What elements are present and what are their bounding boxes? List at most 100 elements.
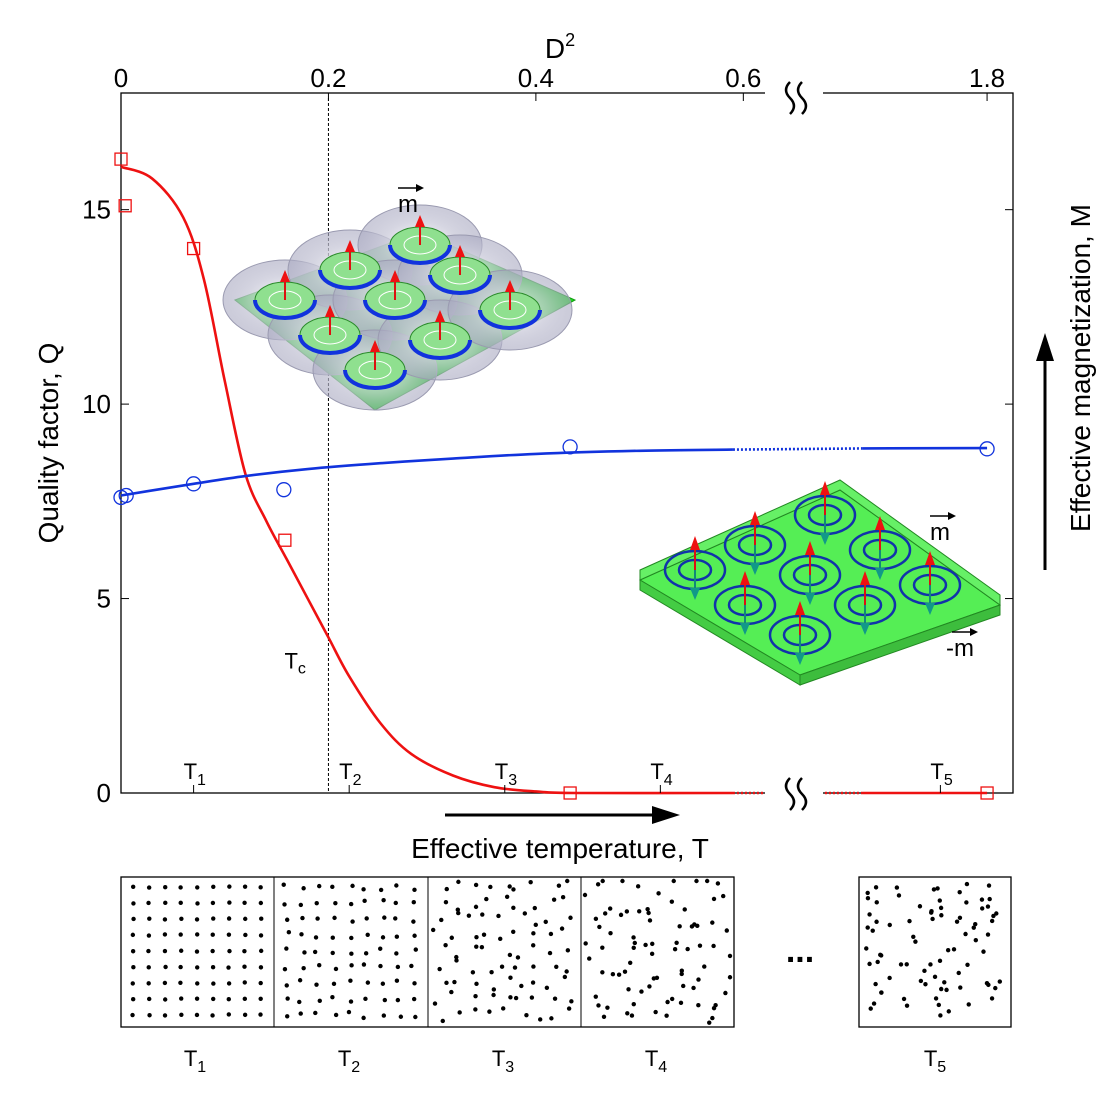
vortex-down-head: [805, 593, 815, 605]
snapshot-particle: [966, 1002, 971, 1007]
x-axis-title: Effective temperature, T: [411, 833, 709, 864]
snapshot-particle: [162, 980, 168, 986]
snapshot-particle: [480, 912, 485, 917]
snapshot-particle: [258, 965, 264, 970]
vortex-down-head: [740, 623, 750, 635]
snapshot-particle: [917, 904, 923, 909]
top-tick-label: 0.4: [518, 63, 554, 93]
right-axis-title: Effective magnetization, M: [1065, 204, 1096, 532]
snapshot-particle: [147, 1013, 152, 1018]
snapshot-particle: [727, 975, 733, 980]
snapshot-particle: [346, 1009, 352, 1015]
snapshot-particle: [704, 878, 710, 884]
snapshot-particle: [393, 900, 398, 906]
snapshot-particle: [875, 959, 880, 965]
snapshot-particle: [524, 1012, 529, 1018]
snapshot-particle: [284, 946, 289, 951]
snapshot-particle: [243, 932, 248, 938]
snapshot-particle: [179, 916, 184, 921]
snapshot-particle: [146, 885, 152, 890]
snapshot-particle: [470, 970, 476, 975]
snapshot-particle: [874, 919, 879, 924]
snapshot-particle: [298, 902, 304, 908]
snapshot-particle: [911, 934, 916, 939]
snapshot-particle: [430, 927, 436, 933]
snapshot-particle: [653, 1009, 658, 1015]
inset-ring-arc: [428, 274, 492, 295]
snapshot-label-t1: T1: [184, 1046, 206, 1076]
snapshot-particle: [443, 899, 449, 905]
snapshot-particle: [937, 898, 942, 903]
series-1-point: [276, 482, 292, 498]
inset-top-vector-arrow: [398, 184, 424, 192]
snapshot-particle: [491, 987, 497, 992]
snapshot-particle: [865, 925, 870, 930]
snapshot-particle: [957, 889, 962, 895]
snapshot-particle: [210, 948, 215, 954]
snapshot-particle: [130, 981, 135, 986]
snapshot-particle: [928, 962, 933, 967]
snapshot-particle: [727, 953, 733, 959]
snapshot-particle: [647, 984, 652, 989]
snapshot-particle: [439, 917, 444, 923]
snapshot-particle: [487, 1009, 492, 1014]
snapshot-particle: [330, 950, 335, 956]
snapshot-particle: [997, 979, 1003, 984]
snapshot-particle: [697, 943, 703, 948]
snapshot-particle: [333, 966, 339, 972]
snapshot-particle: [350, 919, 355, 924]
snapshot-particle: [178, 980, 183, 985]
snapshot-particle: [593, 994, 598, 999]
snapshot-particle: [378, 946, 383, 951]
vortex-up-head: [820, 481, 830, 495]
inset-bottom-vector-down-arrow: [952, 628, 978, 636]
snapshot-particle: [332, 915, 337, 921]
series-0-point: [980, 786, 994, 800]
snapshot-particle: [226, 1012, 232, 1017]
snapshot-particle: [533, 922, 538, 928]
snapshot-particle: [989, 918, 995, 924]
inset-ring-arc: [478, 309, 542, 330]
snapshot-particle: [348, 901, 354, 907]
snapshot-particle: [713, 1002, 718, 1008]
snapshot-particle: [314, 900, 319, 906]
snapshot-particle: [350, 883, 355, 889]
snapshot-particle: [317, 962, 322, 968]
snapshot-particle: [162, 932, 168, 937]
snapshot-particle: [531, 964, 536, 969]
snapshot-particle: [639, 989, 644, 994]
snapshot-particle: [452, 979, 457, 985]
snapshot-particle: [382, 997, 388, 1003]
snapshot-particle: [211, 884, 216, 890]
vortex-down-head: [875, 568, 885, 580]
snapshot-particle: [568, 915, 573, 920]
snapshot-particle: [595, 882, 601, 887]
snapshot-particle: [600, 878, 605, 884]
snapshot-particle: [412, 981, 417, 986]
snapshot-particle: [411, 899, 416, 905]
snapshot-particle: [987, 896, 992, 902]
inset-spin-head: [415, 215, 425, 227]
snapshot-particle: [710, 920, 715, 925]
snapshot-particle: [146, 981, 151, 986]
magnetization-arrow: [1036, 333, 1054, 570]
snapshot-particle: [647, 918, 653, 923]
snapshot-particle: [531, 943, 536, 948]
snapshot-particle: [715, 881, 721, 886]
temperature-markers: T1 T2 T3 T4 T5: [184, 759, 953, 793]
snapshot-particle: [622, 969, 628, 974]
top-tick-label: 1.8: [969, 63, 1005, 93]
y-axis-title: Quality factor, Q: [33, 343, 64, 544]
inset-disordered-lattice: m: [222, 184, 577, 411]
snapshot-particle: [971, 925, 976, 930]
snapshot-particle: [195, 932, 200, 937]
snapshot-particle: [560, 894, 566, 900]
snapshot-particle: [456, 910, 461, 916]
snapshot-particle: [930, 916, 935, 922]
snapshot-particle: [242, 948, 247, 954]
snapshot-particle: [178, 964, 183, 970]
snapshot-particle: [543, 919, 548, 925]
snapshot-particle: [531, 931, 536, 936]
snapshot-particle: [964, 881, 970, 887]
